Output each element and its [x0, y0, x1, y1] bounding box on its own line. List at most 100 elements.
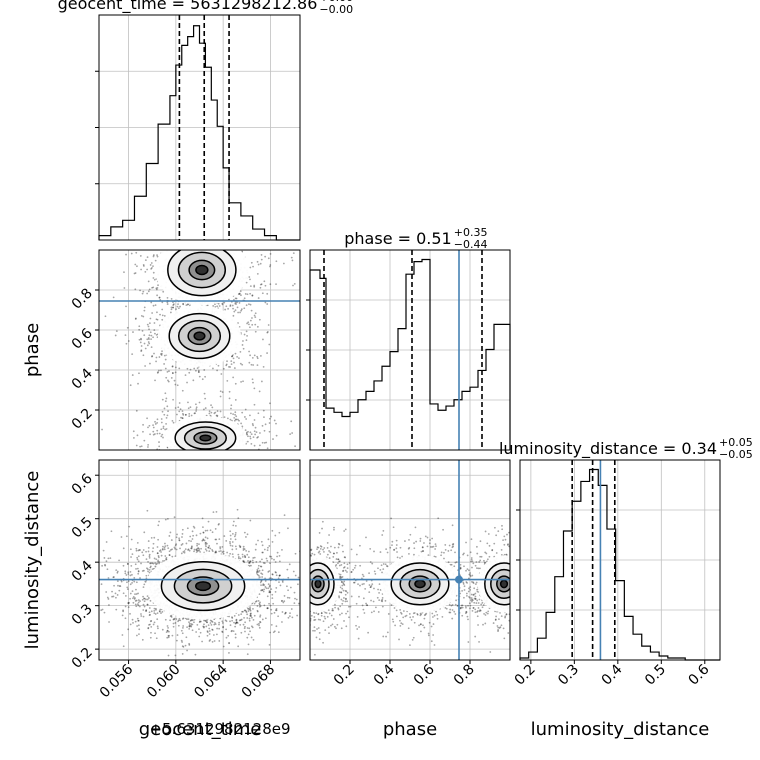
- sample-point: [275, 260, 278, 263]
- sample-point: [94, 598, 96, 600]
- sample-point: [512, 574, 514, 576]
- sample-point: [258, 602, 261, 605]
- sample-point: [159, 608, 162, 611]
- sample-point: [266, 447, 269, 450]
- sample-point: [107, 598, 110, 600]
- sample-point: [146, 598, 149, 601]
- sample-point: [193, 527, 196, 529]
- sample-point: [373, 570, 376, 573]
- sample-point: [400, 622, 403, 625]
- sample-point: [160, 435, 163, 438]
- sample-point: [474, 564, 477, 567]
- sample-point: [247, 608, 250, 610]
- sample-point: [147, 627, 150, 629]
- sample-point: [225, 364, 228, 367]
- sample-point: [209, 619, 212, 622]
- sample-point: [234, 622, 237, 625]
- sample-point: [286, 585, 288, 588]
- sample-point: [516, 594, 518, 596]
- sample-point: [216, 369, 219, 372]
- sample-point: [115, 596, 117, 599]
- sample-point: [177, 452, 179, 454]
- sample-point: [156, 254, 158, 257]
- sample-point: [214, 411, 217, 414]
- sample-point: [189, 368, 192, 371]
- sample-point: [157, 555, 160, 557]
- sample-point: [538, 598, 540, 600]
- sample-point: [188, 624, 191, 627]
- sample-point: [148, 571, 151, 574]
- sample-point: [221, 622, 224, 624]
- sample-point: [236, 622, 239, 624]
- sample-point: [237, 322, 239, 324]
- sample-point: [180, 552, 183, 555]
- sample-point: [208, 545, 211, 547]
- sample-point: [517, 591, 519, 593]
- sample-point: [256, 571, 259, 573]
- sample-point: [179, 305, 181, 308]
- sample-point: [222, 452, 224, 454]
- sample-point: [198, 224, 200, 226]
- sample-point: [182, 414, 185, 416]
- sample-point: [229, 538, 232, 540]
- sample-point: [278, 574, 281, 577]
- sample-point: [259, 432, 261, 434]
- sample-point: [535, 565, 537, 567]
- sample-point: [221, 630, 224, 633]
- sample-point: [148, 334, 151, 337]
- sample-point: [238, 419, 240, 422]
- sample-point: [271, 573, 274, 576]
- sample-point: [243, 416, 246, 418]
- sample-point: [268, 591, 271, 594]
- sample-point: [225, 628, 228, 631]
- sample-point: [231, 465, 233, 467]
- sample-point: [198, 375, 201, 378]
- sample-point: [259, 620, 261, 623]
- sample-point: [199, 631, 202, 634]
- sample-point: [181, 389, 184, 392]
- sample-point: [115, 569, 118, 572]
- sample-point: [177, 307, 180, 310]
- sample-point: [168, 554, 171, 556]
- panel-hist-phase: phase = 0.51 +0.35−0.44: [306, 226, 511, 451]
- sample-point: [204, 542, 207, 545]
- sample-point: [151, 286, 153, 289]
- sample-point: [221, 631, 224, 633]
- sample-point: [193, 232, 195, 234]
- sample-point: [176, 634, 179, 636]
- sample-point: [246, 617, 249, 619]
- sample-point: [135, 568, 137, 570]
- sample-point: [252, 480, 254, 482]
- sample-point: [147, 568, 149, 571]
- sample-point: [156, 294, 159, 297]
- sample-point: [129, 583, 132, 586]
- sample-point: [137, 599, 140, 601]
- sample-point: [201, 640, 203, 643]
- sample-point: [154, 213, 156, 215]
- sample-point: [524, 602, 526, 604]
- sample-point: [185, 618, 188, 621]
- sample-point: [180, 639, 183, 642]
- sample-point: [156, 552, 159, 554]
- sample-point: [166, 625, 169, 627]
- sample-point: [216, 414, 219, 417]
- sample-point: [129, 592, 132, 595]
- sample-point: [253, 314, 256, 317]
- sample-point: [149, 331, 152, 334]
- sample-point: [272, 631, 275, 634]
- sample-point: [210, 454, 212, 456]
- sample-point: [209, 456, 211, 458]
- sample-point: [293, 602, 296, 605]
- sample-point: [211, 455, 213, 457]
- sample-point: [319, 553, 322, 555]
- sample-point: [186, 649, 188, 652]
- sample-point: [254, 433, 257, 436]
- sample-point: [120, 580, 123, 583]
- sample-point: [279, 574, 281, 577]
- sample-point: [143, 439, 146, 442]
- sample-point: [88, 579, 90, 581]
- sample-point: [187, 618, 190, 621]
- sample-point: [275, 625, 278, 628]
- sample-point: [229, 305, 232, 308]
- sample-point: [179, 547, 181, 550]
